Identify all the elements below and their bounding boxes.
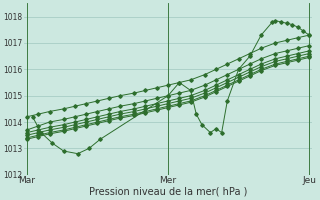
- X-axis label: Pression niveau de la mer( hPa ): Pression niveau de la mer( hPa ): [89, 187, 247, 197]
